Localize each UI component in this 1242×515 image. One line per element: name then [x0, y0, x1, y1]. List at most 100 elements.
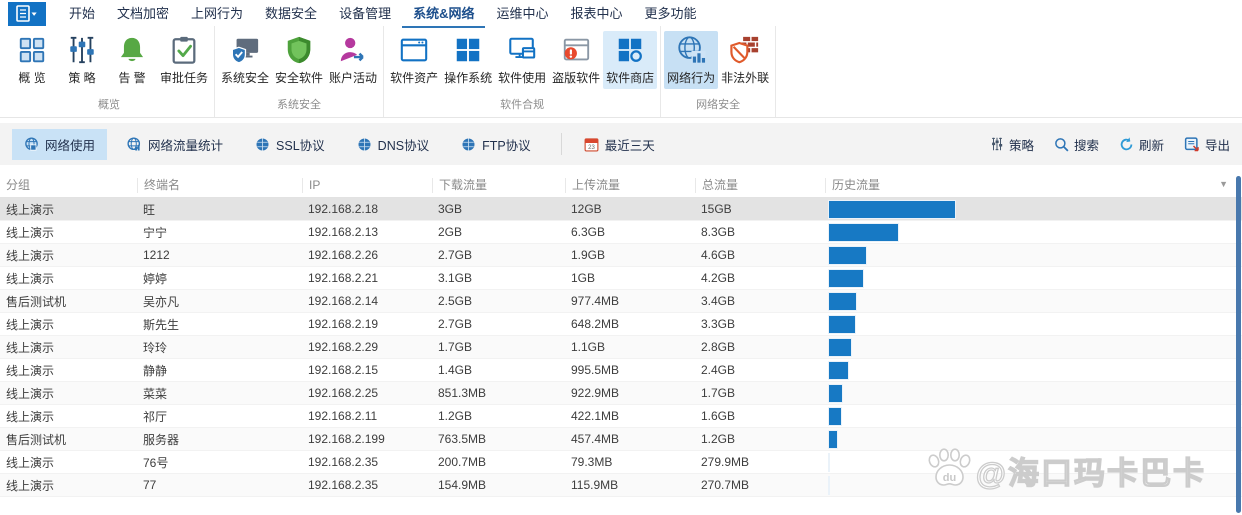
- history-bar: [828, 291, 857, 311]
- table-row[interactable]: 线上演示 玲玲 192.168.2.29 1.7GB 1.1GB 2.8GB: [0, 336, 1242, 359]
- globe-icon: [25, 136, 38, 150]
- refresh-icon: [1120, 136, 1133, 150]
- history-bar: [828, 199, 956, 219]
- refresh-button[interactable]: 刷新: [1119, 135, 1164, 154]
- clipboard-check-icon: [172, 36, 196, 64]
- column-header-upload[interactable]: 上传流量: [565, 178, 695, 193]
- table-row[interactable]: 线上演示 祁厅 192.168.2.11 1.2GB 422.1MB 1.6GB: [0, 405, 1242, 428]
- cell-total: 1.6GB: [701, 409, 736, 423]
- history-bar: [828, 475, 831, 495]
- date-filter-button[interactable]: 23 最近三天: [572, 129, 667, 160]
- shield-block-wall-icon: [730, 36, 759, 64]
- monitor-shield-icon: [231, 38, 259, 64]
- tab-traffic-stats-label: 网络流量统计: [148, 138, 224, 153]
- app-menu-button[interactable]: [8, 1, 46, 26]
- column-header-total[interactable]: 总流量: [695, 178, 825, 193]
- cell-download: 851.3MB: [438, 386, 487, 400]
- cell-upload: 457.4MB: [571, 432, 620, 446]
- table-row[interactable]: 线上演示 斯先生 192.168.2.19 2.7GB 648.2MB 3.3G…: [0, 313, 1242, 336]
- table-row[interactable]: 线上演示 77 192.168.2.35 154.9MB 115.9MB 270…: [0, 474, 1242, 497]
- window-icon: [400, 38, 428, 62]
- search-icon: [1055, 137, 1069, 152]
- illegal-connection-button[interactable]: 非法外联: [718, 31, 772, 89]
- group-label-network-security: 网络安全: [696, 99, 741, 111]
- table-row[interactable]: 售后测试机 吴亦凡 192.168.2.14 2.5GB 977.4MB 3.4…: [0, 290, 1242, 313]
- table-row[interactable]: 线上演示 76号 192.168.2.35 200.7MB 79.3MB 279…: [0, 451, 1242, 474]
- table-row[interactable]: 线上演示 1212 192.168.2.26 2.7GB 1.9GB 4.6GB: [0, 244, 1242, 267]
- cell-group: 线上演示: [6, 340, 55, 355]
- menubar-item[interactable]: 系统&网络: [402, 0, 486, 28]
- cell-total: 2.8GB: [701, 340, 736, 354]
- pirated-software-button[interactable]: 盗版软件: [549, 31, 603, 89]
- menubar-item[interactable]: 数据安全: [265, 6, 318, 21]
- menubar-item[interactable]: 文档加密: [117, 6, 170, 21]
- cell-download: 3.1GB: [438, 271, 473, 285]
- column-header-terminal[interactable]: 终端名: [137, 178, 302, 193]
- system-security-button[interactable]: 系统安全: [218, 31, 272, 89]
- approval-tasks-label: 审批任务: [160, 71, 209, 85]
- column-header-ip[interactable]: IP: [302, 178, 432, 193]
- cell-ip: 192.168.2.35: [308, 478, 379, 492]
- cell-ip: 192.168.2.199: [308, 432, 385, 446]
- menubar-item[interactable]: 更多功能: [644, 6, 697, 21]
- cell-upload: 995.5MB: [571, 363, 620, 377]
- history-bar: [828, 429, 839, 449]
- tab-network-usage[interactable]: 网络使用: [12, 128, 108, 160]
- network-behavior-button[interactable]: 网络行为: [664, 31, 719, 89]
- cell-history: [825, 267, 1232, 289]
- column-options-caret-icon[interactable]: ▼: [1219, 179, 1228, 189]
- table-row[interactable]: 线上演示 宁宁 192.168.2.13 2GB 6.3GB 8.3GB: [0, 221, 1242, 244]
- table-row[interactable]: 线上演示 静静 192.168.2.15 1.4GB 995.5MB 2.4GB: [0, 359, 1242, 382]
- table-row[interactable]: 售后测试机 服务器 192.168.2.199 763.5MB 457.4MB …: [0, 428, 1242, 451]
- menubar-item[interactable]: 开始: [69, 6, 96, 21]
- cell-ip: 192.168.2.35: [308, 455, 379, 469]
- overview-button[interactable]: 概 览: [7, 31, 57, 89]
- menu-items: 开始 文档加密 上网行为 数据安全 设备管理 系统&网络 运维中心 报表中心 更多功能: [58, 0, 708, 28]
- table-row[interactable]: 线上演示 旺 192.168.2.18 3GB 12GB 15GB: [0, 198, 1242, 221]
- cell-upload: 115.9MB: [571, 478, 619, 492]
- user-arrow-icon: [340, 37, 364, 62]
- search-button[interactable]: 搜索: [1054, 135, 1099, 154]
- column-header-download[interactable]: 下载流量: [432, 178, 565, 193]
- cell-history: [825, 221, 1232, 243]
- cell-history: [825, 382, 1232, 404]
- menubar-item[interactable]: 运维中心: [496, 6, 549, 21]
- column-header-group[interactable]: 分组: [6, 178, 31, 192]
- operating-system-button[interactable]: 操作系统: [441, 31, 495, 89]
- tab-traffic-stats[interactable]: 网络流量统计: [115, 129, 235, 160]
- security-software-button[interactable]: 安全软件: [272, 31, 326, 89]
- table-row[interactable]: 线上演示 菜菜 192.168.2.25 851.3MB 922.9MB 1.7…: [0, 382, 1242, 405]
- tab-ssl-protocol[interactable]: SSL协议: [243, 129, 337, 160]
- table-header: 分组 终端名 IP 下载流量 上传流量 总流量 历史流量 ▼: [0, 174, 1242, 198]
- cell-upload: 1GB: [571, 271, 596, 285]
- cell-terminal: 1212: [143, 248, 170, 262]
- cell-upload: 977.4MB: [571, 294, 620, 308]
- table-row[interactable]: 线上演示 婷婷 192.168.2.21 3.1GB 1GB 4.2GB: [0, 267, 1242, 290]
- menubar-item[interactable]: 报表中心: [570, 6, 623, 21]
- menubar-item[interactable]: 上网行为: [191, 6, 244, 21]
- store-squares-icon: [618, 38, 643, 62]
- column-header-history[interactable]: 历史流量: [825, 178, 1232, 193]
- cell-upload: 12GB: [571, 202, 602, 216]
- cell-history: [825, 244, 1232, 266]
- cell-download: 2.5GB: [438, 294, 473, 308]
- software-assets-button[interactable]: 软件资产: [387, 31, 441, 89]
- approval-tasks-button[interactable]: 审批任务: [157, 31, 211, 89]
- table-body: 线上演示 旺 192.168.2.18 3GB 12GB 15GB 线上演示 宁…: [0, 198, 1242, 497]
- alert-button[interactable]: 告 警: [107, 31, 157, 89]
- four-squares-icon: [456, 38, 480, 62]
- menubar-item[interactable]: 设备管理: [339, 6, 392, 21]
- cell-ip: 192.168.2.14: [308, 294, 379, 308]
- export-button[interactable]: 导出: [1184, 135, 1230, 154]
- alert-label: 告 警: [118, 71, 146, 85]
- policy-button[interactable]: 策 略: [57, 31, 107, 89]
- tab-ftp-protocol[interactable]: FTP协议: [449, 129, 543, 160]
- tab-dns-protocol[interactable]: DNS协议: [345, 129, 441, 160]
- vertical-scrollbar[interactable]: [1236, 176, 1241, 513]
- history-bar: [828, 360, 849, 380]
- account-activity-button[interactable]: 账户活动: [326, 31, 380, 89]
- policy-action-button[interactable]: 策略: [990, 135, 1034, 154]
- software-store-button[interactable]: 软件商店: [603, 31, 658, 89]
- cell-group: 线上演示: [6, 271, 55, 286]
- software-usage-button[interactable]: 软件使用: [495, 31, 549, 89]
